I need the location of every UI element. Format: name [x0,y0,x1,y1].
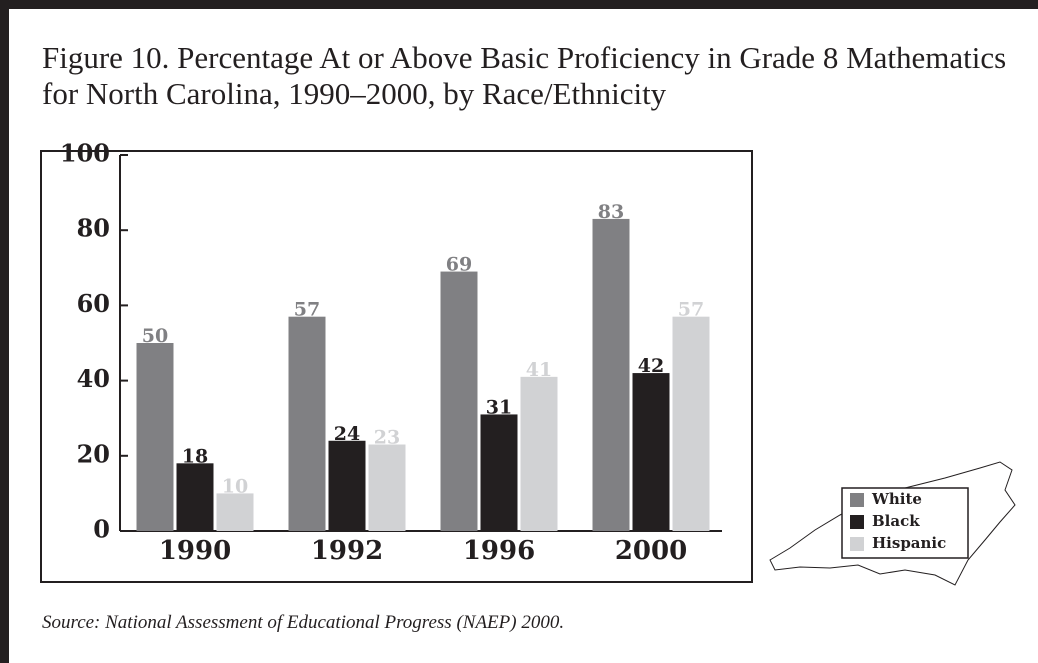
chart-title: Figure 10. Percentage At or Above Basic … [42,40,1007,111]
y-tick-label: 80 [77,214,110,243]
legend-swatch [850,537,864,551]
value-label: 41 [526,359,552,381]
value-label: 18 [182,445,208,467]
legend-label: Black [872,512,920,530]
legend-swatch [850,493,864,507]
bar [592,218,630,532]
value-label: 57 [294,299,320,321]
y-tick-label: 40 [77,364,110,393]
legend-label: White [871,490,922,508]
bar [632,373,670,531]
bar [672,316,710,531]
value-label: 42 [638,355,664,377]
value-label: 69 [446,254,472,276]
value-label: 83 [598,201,624,223]
y-tick-label: 100 [60,139,110,168]
x-tick-label: 1996 [463,536,535,566]
bar [480,414,518,531]
value-label: 24 [334,423,360,445]
bar [440,271,478,531]
legend-swatch [850,515,864,529]
y-tick-label: 20 [77,439,110,468]
value-label: 10 [222,475,248,497]
bar [136,343,174,531]
y-tick-label: 60 [77,289,110,318]
y-tick-label: 0 [93,515,110,544]
bar [328,440,366,531]
bar [368,444,406,531]
value-label: 57 [678,299,704,321]
source-note: Source: National Assessment of Education… [42,612,565,633]
x-tick-label: 2000 [615,536,687,566]
value-label: 23 [374,427,400,449]
x-tick-label: 1992 [311,536,383,566]
plot-frame [40,150,753,583]
bar [176,463,214,531]
legend-label: Hispanic [872,534,946,552]
bar [216,493,254,531]
value-label: 50 [142,325,168,347]
bar [520,376,558,531]
value-label: 31 [486,396,512,418]
bar [288,316,326,531]
x-tick-label: 1990 [159,536,231,566]
